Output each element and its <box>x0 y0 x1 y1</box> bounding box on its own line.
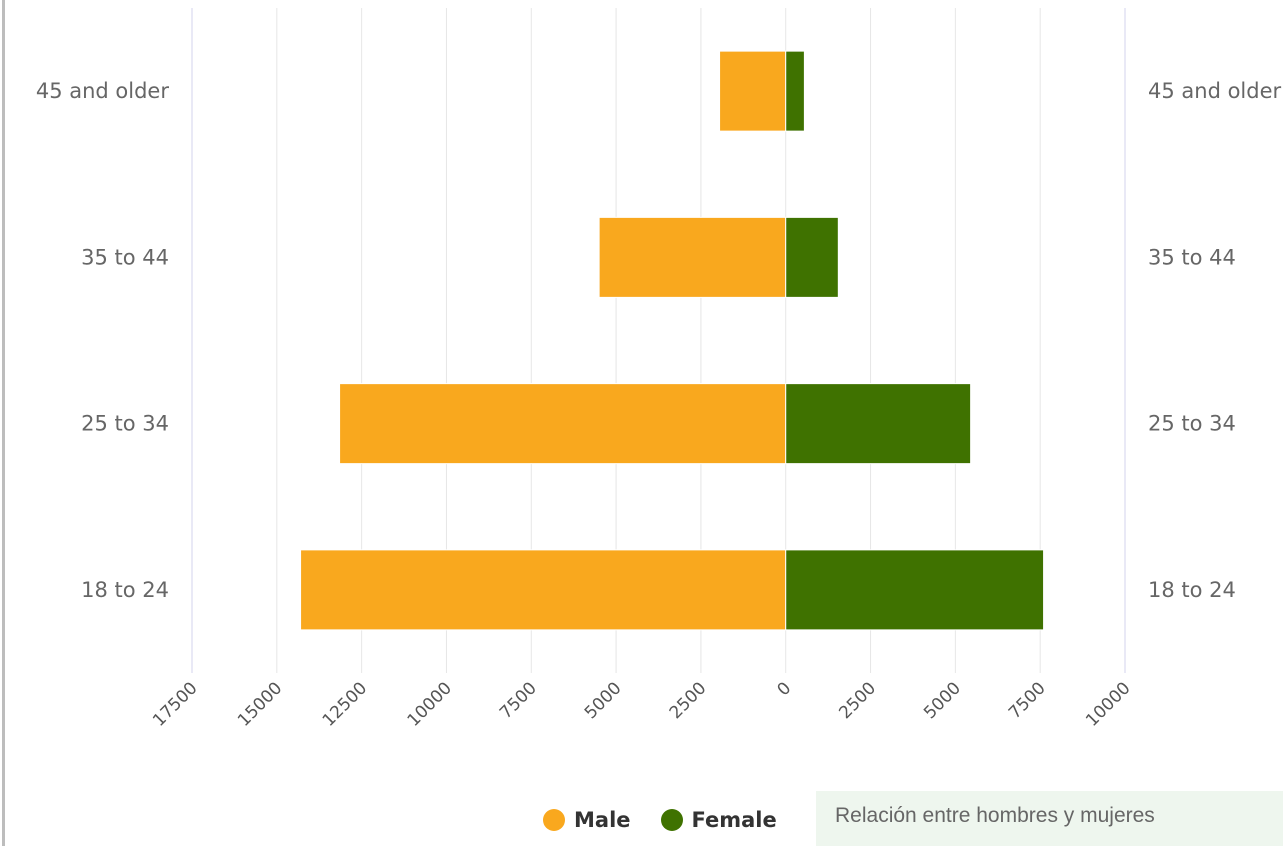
category-label: 45 and older <box>36 79 170 103</box>
x-tick-label: 10000 <box>1082 678 1134 730</box>
bar-male[interactable] <box>598 216 787 298</box>
bar-female[interactable] <box>785 50 805 132</box>
x-tick-label: 17500 <box>149 678 201 730</box>
category-label: 18 to 24 <box>81 578 169 602</box>
x-tick-label: 5000 <box>920 678 965 723</box>
legend-label-female: Female <box>691 808 777 832</box>
x-tick-label: 0 <box>773 678 795 700</box>
legend-marker-male <box>543 809 565 831</box>
legend-marker-female <box>660 809 683 831</box>
x-tick-label: 2500 <box>666 678 711 723</box>
bar-female[interactable] <box>785 383 972 465</box>
x-tick-label: 7500 <box>1005 678 1050 723</box>
legend-label-male: Male <box>574 808 631 832</box>
x-tick-label: 2500 <box>835 678 880 723</box>
category-label: 25 to 34 <box>1148 412 1236 436</box>
relation-label: Relación entre hombres y mujeres <box>835 804 1155 827</box>
bars <box>300 50 1045 631</box>
population-pyramid-chart: 45 and older 35 to 44 25 to 34 18 to 24 45 … <box>36 8 1282 731</box>
category-label: 18 to 24 <box>1148 578 1236 602</box>
category-labels-right: 45 and older 35 to 44 25 to 34 18 to 24 <box>1148 79 1282 602</box>
x-axis-ticks: 17500 15000 12500 10000 7500 5000 2500 0 2500 500… <box>149 678 1134 730</box>
category-label: 25 to 34 <box>81 412 169 436</box>
bar-male[interactable] <box>300 549 787 631</box>
bar-male[interactable] <box>339 383 787 465</box>
x-tick-label: 5000 <box>581 678 626 723</box>
x-tick-label: 12500 <box>319 678 371 730</box>
category-label: 35 to 44 <box>81 245 169 269</box>
bar-male[interactable] <box>719 50 787 132</box>
category-label: 45 and older <box>1148 79 1282 103</box>
bar-female[interactable] <box>785 549 1045 631</box>
bar-female[interactable] <box>785 216 839 298</box>
legend: Male Female <box>543 808 807 832</box>
legend-item-male[interactable]: Male <box>543 808 631 832</box>
category-label: 35 to 44 <box>1148 245 1236 269</box>
relation-button[interactable]: Relación entre hombres y mujeres <box>816 791 1283 846</box>
legend-item-female[interactable]: Female <box>660 808 777 832</box>
x-tick-label: 7500 <box>496 678 541 723</box>
left-border <box>2 0 5 846</box>
category-labels-left: 45 and older 35 to 44 25 to 34 18 to 24 <box>36 79 170 602</box>
x-tick-label: 10000 <box>404 678 456 730</box>
x-tick-label: 15000 <box>234 678 286 730</box>
